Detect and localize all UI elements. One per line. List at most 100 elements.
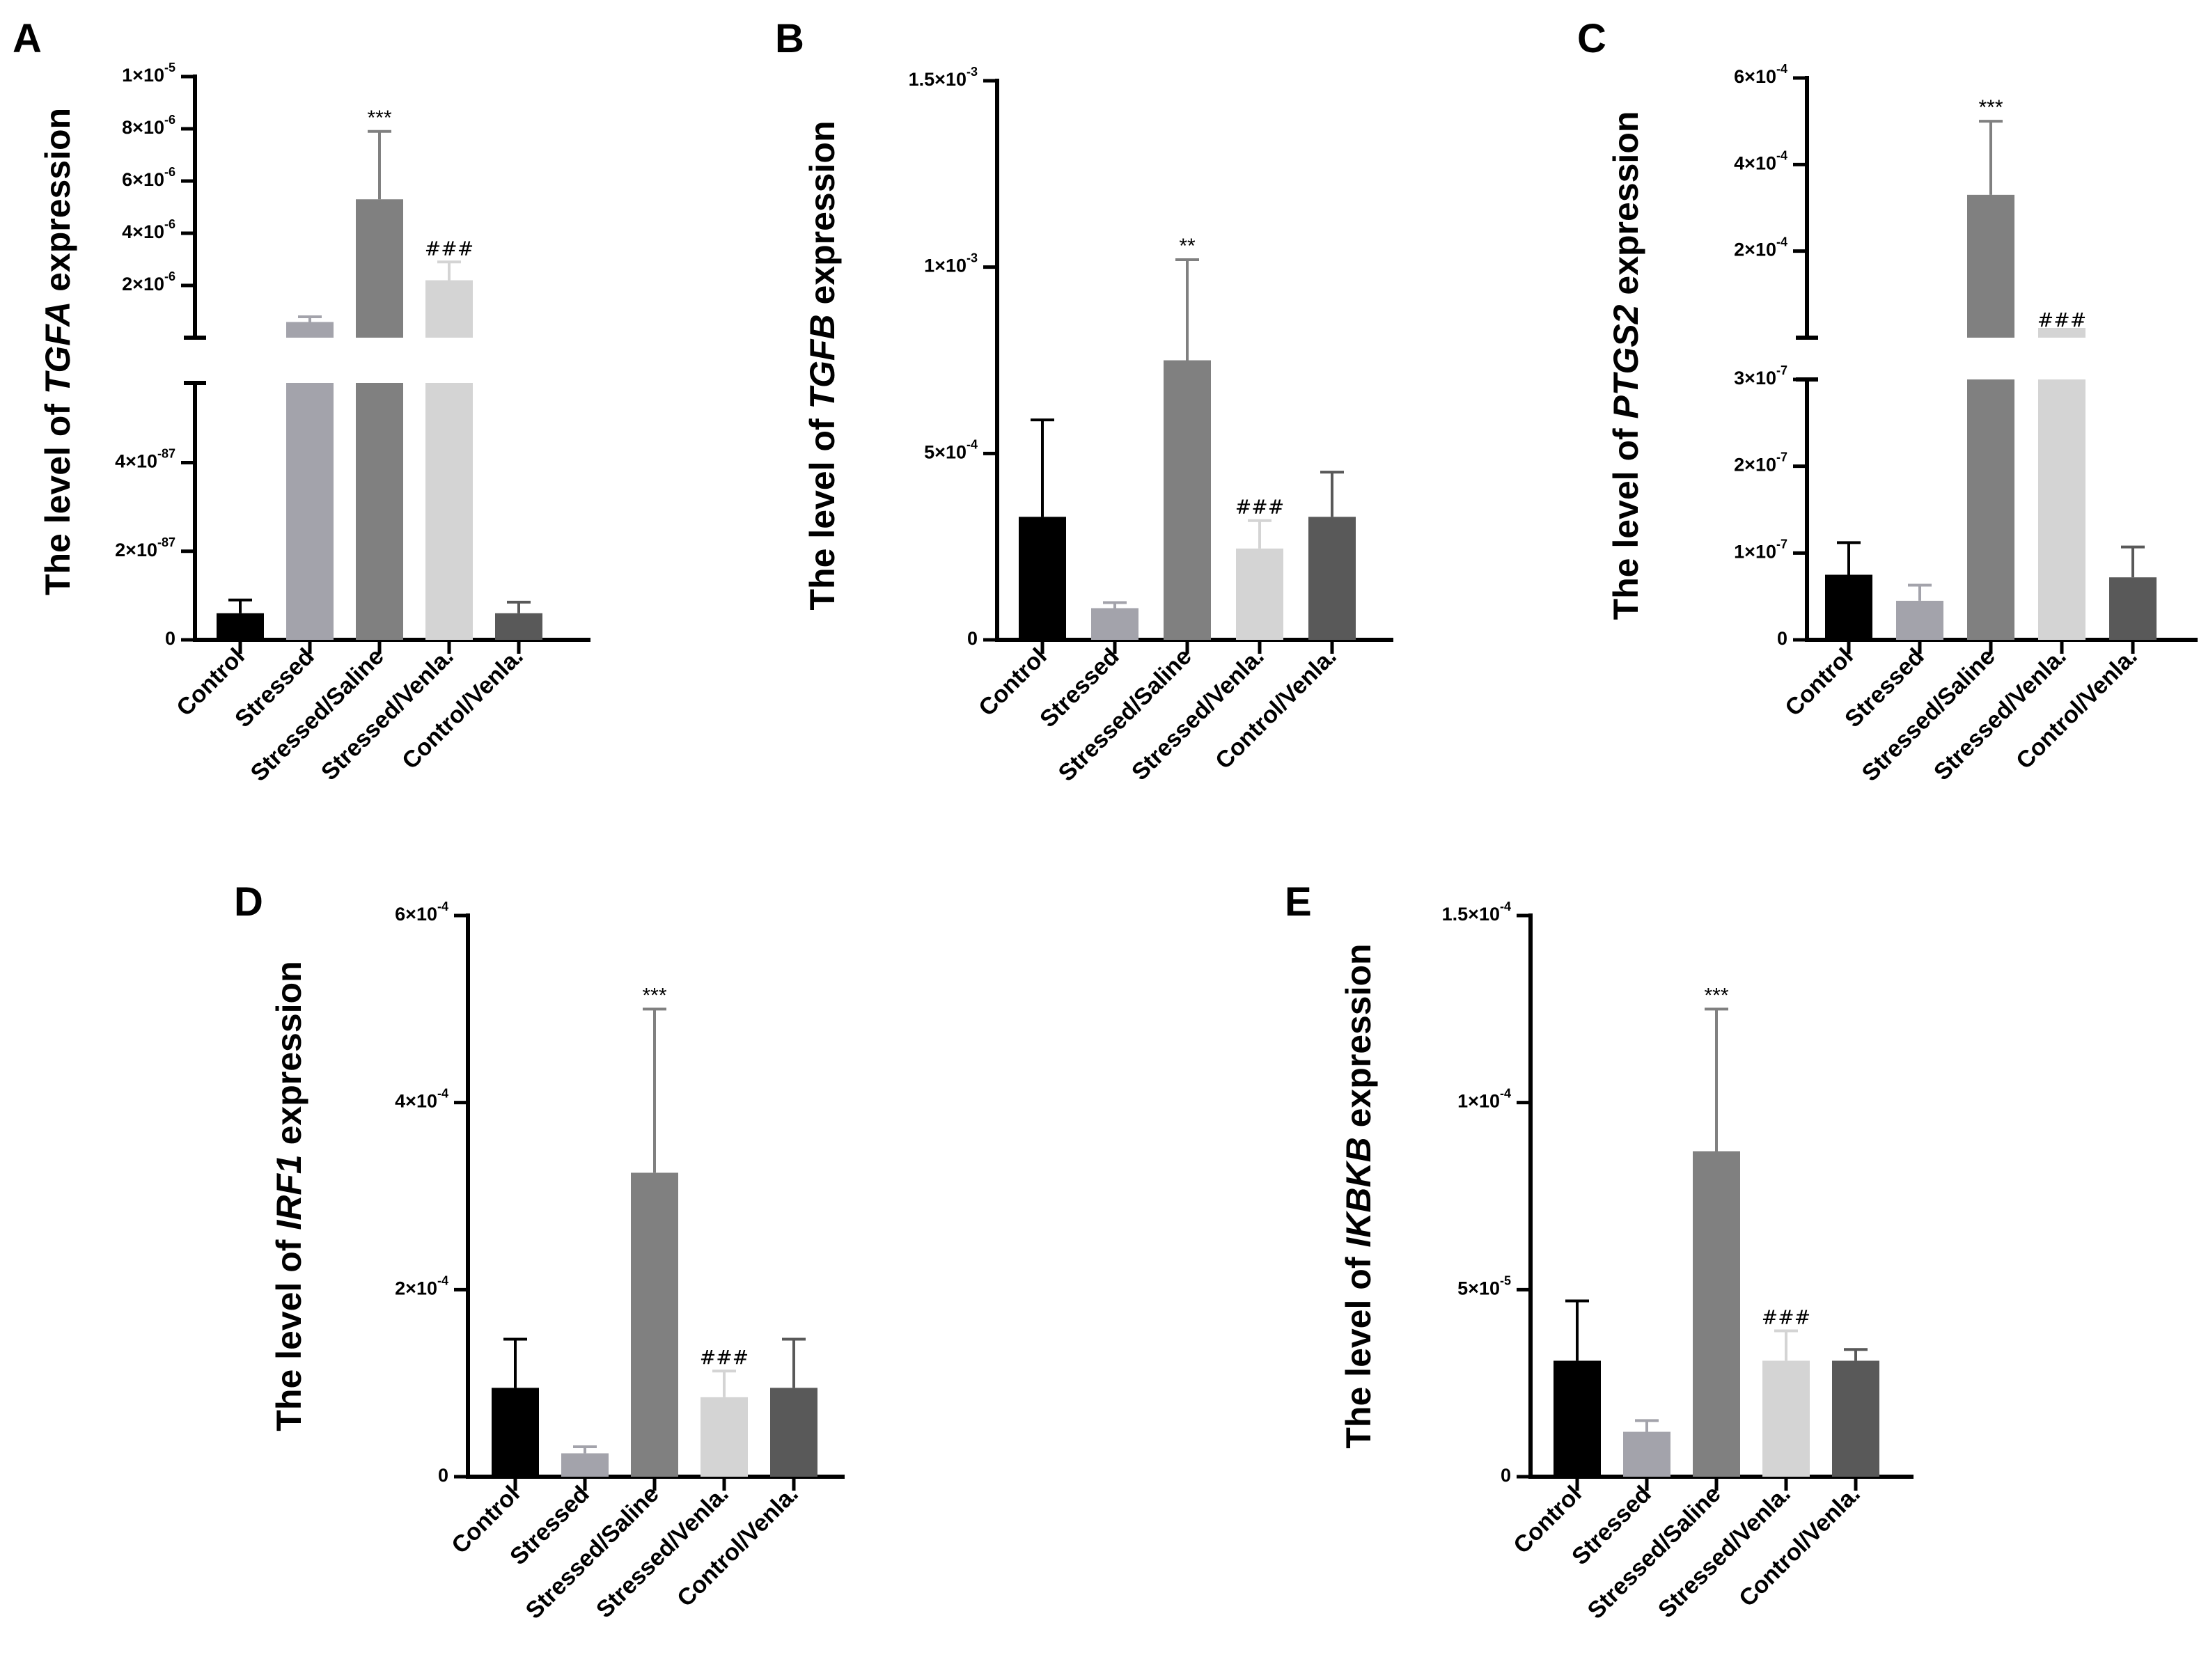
y-upper-tick-label-0: 2×10-4 [1734,235,1787,260]
y-main-tick-mantissa: 5×10 [1457,1278,1500,1298]
bar-4 [495,613,542,640]
y-axis-label-part: expression [1339,943,1378,1137]
y-axis-label: The level of IRF1 expression [269,961,308,1431]
y-main-tick-label-2: 1×10-4 [1457,1086,1511,1111]
y-upper-tick-label-2: 6×10-6 [122,165,175,190]
bar-3 [1762,1360,1810,1477]
y-upper-tick-label-1: 4×10-4 [1734,148,1787,173]
y-main-tick-label-3: 1.5×10-3 [909,65,978,90]
chart-panel-b: B The level of TGFB expression 0 5×10-4 1×10… [775,16,1393,787]
y-lower-tick-label-1: 2×10-87 [115,535,175,560]
y-lower-tick-label-0: 0 [1777,628,1787,649]
category-label-4: Control/Venla. [672,1481,804,1612]
y-main-tick-label-2: 1×10-3 [924,251,978,276]
bar-0 [217,613,264,640]
category-label-4: Control/Venla. [2011,643,2143,775]
y-main-tick-mantissa: 1.5×10 [1442,904,1500,925]
y-axis-label: The level of PTGS2 expression [1606,111,1645,620]
y-lower-tick-exponent: -7 [1776,537,1787,551]
y-main-tick-label-1: 5×10-4 [924,437,978,462]
y-upper-tick-label-4: 1×10-5 [122,61,175,86]
y-main-tick-label-2: 4×10-4 [395,1086,448,1111]
y-axis-label-gene: TGFA [38,301,77,394]
y-axis-label: The level of TGFB expression [803,121,842,611]
bar-3 [701,1397,748,1477]
significance-label-3: ### [700,1346,749,1369]
significance-label-2: *** [367,107,391,129]
y-lower-tick-mantissa: 1×10 [1734,541,1776,562]
category-label-2: Stressed/Saline [1054,643,1197,787]
y-main-tick-mantissa: 2×10 [395,1278,437,1298]
significance-label-2: *** [642,984,666,1007]
y-upper-tick-mantissa: 1×10 [122,65,164,86]
category-label-4: Control/Venla. [1734,1481,1865,1612]
y-axis-label-gene: IRF1 [269,1154,308,1230]
panel-label: A [13,16,42,61]
category-label-3: Stressed/Venla. [1929,643,2072,786]
bar-2-lower-segment [356,383,403,640]
y-upper-tick-exponent: -4 [1776,148,1787,162]
category-label-3: Stressed/Venla. [1127,643,1269,786]
significance-label-3: ### [425,237,474,260]
bar-4 [1832,1360,1879,1477]
y-axis-label-part: expression [38,108,77,301]
y-main-tick-mantissa: 1.5×10 [909,69,967,90]
bar-2 [1164,360,1211,640]
y-main-tick-exponent: -3 [967,251,978,265]
y-lower-tick-mantissa: 2×10 [1734,455,1776,476]
y-main-tick-label-3: 6×10-4 [395,900,448,925]
y-axis-label-gene: IKBKB [1339,1137,1378,1247]
y-lower-tick-mantissa: 0 [1777,628,1787,649]
y-upper-tick-label-2: 6×10-4 [1734,62,1787,87]
y-axis-label-gene: TGFB [803,314,842,409]
y-main-tick-label-1: 2×10-4 [395,1273,448,1298]
y-upper-tick-exponent: -4 [1776,235,1787,249]
significance-label-2: *** [1978,96,2003,119]
bar-1 [561,1453,609,1477]
y-main-tick-exponent: -5 [1500,1273,1511,1287]
y-main-tick-mantissa: 0 [438,1465,448,1486]
bar-1 [1896,600,1943,640]
y-main-tick-mantissa: 6×10 [395,904,437,925]
bar-1 [1091,608,1138,640]
y-axis-label-part: The level of [269,1230,308,1431]
bar-2 [1693,1151,1740,1477]
y-main-tick-label-0: 0 [967,628,978,649]
panel-label: B [775,16,804,61]
y-lower-tick-label-0: 0 [165,628,175,649]
chart-panel-e: E The level of IKBKB expression 0 5×10-5 1×1… [1285,879,1914,1624]
y-lower-tick-label-1: 1×10-7 [1734,537,1787,562]
y-upper-tick-exponent: -6 [164,269,175,283]
y-main-tick-label-0: 0 [438,1465,448,1486]
y-lower-tick-exponent: -7 [1776,363,1787,377]
category-label-3: Stressed/Venla. [1653,1481,1796,1624]
y-lower-tick-mantissa: 0 [165,628,175,649]
y-lower-tick-label-2: 4×10-87 [115,446,175,471]
bar-2 [1967,194,2014,338]
y-main-tick-exponent: -4 [1500,900,1511,913]
y-main-tick-exponent: -4 [967,437,978,451]
y-lower-tick-exponent: -87 [157,446,175,460]
panel-label: C [1577,16,1606,61]
y-main-tick-mantissa: 4×10 [395,1091,437,1112]
y-upper-tick-mantissa: 4×10 [122,221,164,242]
y-lower-tick-label-2: 2×10-7 [1734,450,1787,475]
y-upper-tick-exponent: -5 [164,61,175,74]
bar-4 [770,1388,817,1477]
y-upper-tick-mantissa: 2×10 [122,274,164,295]
y-main-tick-mantissa: 0 [967,628,978,649]
bar-2 [631,1172,678,1477]
panel-label: D [234,879,263,925]
significance-label-3: ### [1235,496,1284,519]
y-upper-tick-exponent: -6 [164,217,175,231]
bar-3-lower-segment [425,383,473,640]
y-upper-tick-label-0: 2×10-6 [122,269,175,295]
y-axis-label-part: expression [803,121,842,315]
y-main-tick-label-3: 1.5×10-4 [1442,900,1511,925]
y-upper-tick-mantissa: 8×10 [122,117,164,138]
y-axis-label-gene: PTGS2 [1606,304,1645,418]
bar-1-lower-segment [286,383,334,640]
